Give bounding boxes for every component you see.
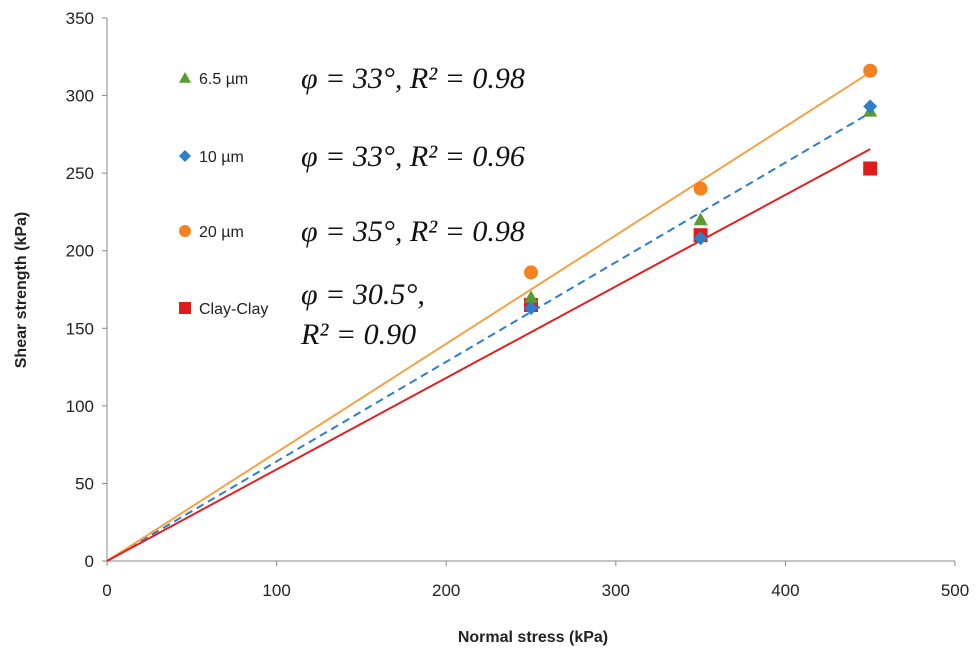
legend-label: Clay-Clay	[199, 301, 268, 318]
square-marker	[179, 302, 191, 314]
y-tick-label: 0	[85, 552, 94, 571]
y-tick-label: 100	[66, 397, 94, 416]
annotation-text: φ = 30.5°,	[301, 278, 425, 311]
x-tick-label: 500	[941, 581, 969, 600]
legend-label: 10 µm	[199, 149, 244, 166]
triangle-marker	[179, 72, 191, 83]
circle-marker	[693, 181, 708, 196]
x-tick-label: 0	[102, 581, 111, 600]
fit-line	[106, 111, 871, 562]
circle-marker	[524, 265, 538, 280]
diamond-marker	[863, 99, 878, 114]
square-marker	[863, 161, 878, 176]
annotation-text: R² = 0.90	[300, 318, 416, 351]
x-axis-title: Normal stress (kPa)	[458, 629, 608, 646]
annotation-text: φ = 33°, R² = 0.96	[301, 140, 525, 173]
legend-label: 6.5 µm	[199, 71, 248, 88]
triangle-marker	[524, 290, 538, 303]
axes: 0 50 100 150 200 250 300 350 0 100 200 300 400 500	[66, 9, 970, 600]
diamond-marker	[179, 150, 191, 162]
y-tick-label: 150	[66, 319, 94, 338]
annotation-text: φ = 35°, R² = 0.98	[301, 215, 525, 248]
annotation-text: φ = 33°, R² = 0.98	[301, 62, 525, 95]
fit-line	[106, 148, 871, 562]
x-tick-label: 200	[432, 581, 460, 600]
legend-label: 20 µm	[199, 224, 244, 241]
legend: 6.5 µm 10 µm 20 µm Clay-Clay	[179, 71, 268, 318]
y-tick-label: 300	[66, 87, 94, 106]
x-tick-label: 400	[771, 581, 799, 600]
circle-marker	[179, 225, 191, 237]
x-tick-label: 100	[262, 581, 290, 600]
fit-line	[106, 71, 871, 562]
circle-marker	[863, 63, 878, 78]
y-tick-label: 50	[75, 474, 94, 493]
y-tick-label: 250	[66, 164, 94, 183]
y-tick-label: 350	[66, 9, 94, 28]
annotations: φ = 33°, R² = 0.98 φ = 33°, R² = 0.96 φ = …	[300, 62, 525, 351]
x-tick-label: 300	[602, 581, 630, 600]
y-axis-title: Shear strength (kPa)	[13, 212, 30, 368]
y-tick-label: 200	[66, 242, 94, 261]
triangle-marker	[693, 212, 708, 226]
diamond-marker	[693, 231, 708, 246]
diamond-marker	[524, 301, 538, 316]
fit-lines	[106, 71, 871, 562]
data-points	[524, 63, 878, 316]
